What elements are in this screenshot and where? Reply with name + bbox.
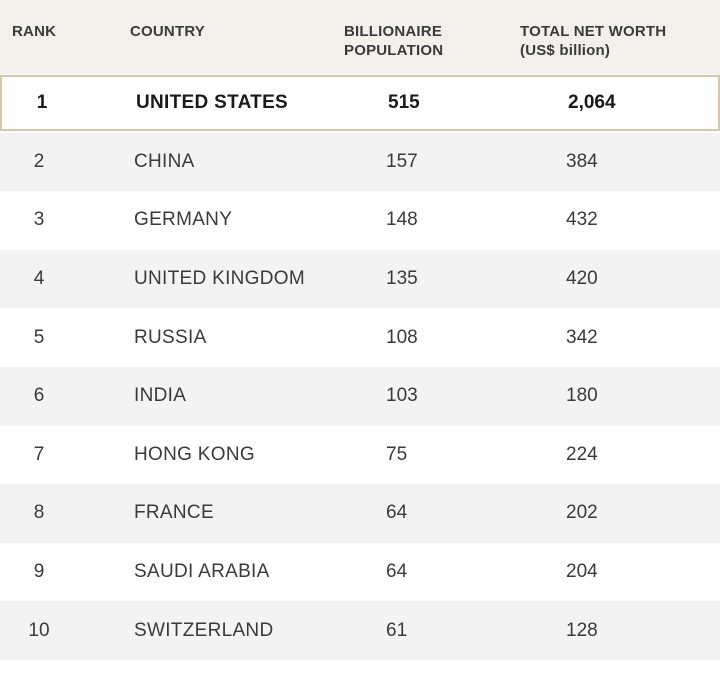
table-row: 2 CHINA 157 384 [0,132,720,192]
population-cell: 148 [386,209,418,231]
rank-cell: 4 [33,268,45,290]
population-cell: 135 [386,268,418,290]
population-cell: 64 [386,502,408,524]
country-cell: CHINA [134,150,195,172]
rank-cell: 6 [33,385,45,407]
country-cell: SWITZERLAND [134,619,274,641]
net-worth-cell: 202 [566,502,598,524]
net-worth-cell: 342 [566,326,598,348]
table-row: 5 RUSSIA 108 342 [0,308,720,367]
header-total-net-worth: TOTAL NET WORTH (US$ billion) [520,23,667,59]
net-worth-cell: 180 [566,385,598,407]
net-worth-cell: 128 [566,619,598,641]
rank-cell: 1 [36,92,48,113]
net-worth-cell: 204 [566,561,598,583]
country-cell: HONG KONG [134,443,255,465]
rank-cell: 10 [28,619,50,641]
table-row: 6 INDIA 103 180 [0,367,720,426]
country-cell: SAUDI ARABIA [134,561,270,583]
population-cell: 64 [386,561,408,583]
net-worth-cell: 432 [566,209,598,231]
net-worth-cell: 2,064 [568,92,616,113]
table-row: 4 UNITED KINGDOM 135 420 [0,249,720,309]
rank-cell: 5 [33,326,45,348]
country-cell: FRANCE [134,502,214,524]
net-worth-cell: 420 [566,268,598,290]
country-cell: UNITED STATES [136,92,289,113]
country-cell: INDIA [134,385,187,407]
header-billionaire-population: BILLIONAIRE POPULATION [344,23,444,59]
table-row: 3 GERMANY 148 432 [0,191,720,250]
table-row: 7 HONG KONG 75 224 [0,426,720,485]
population-cell: 515 [388,92,420,113]
table-row: 8 FRANCE 64 202 [0,484,720,543]
rank-cell: 7 [33,443,45,465]
header-rank: RANK [12,23,57,40]
net-worth-cell: 224 [566,443,598,465]
table-row: 9 SAUDI ARABIA 64 204 [0,543,720,602]
population-cell: 61 [386,619,408,641]
table-row: 1 UNITED STATES 515 2,064 [0,75,720,131]
table-header: RANK COUNTRY BILLIONAIRE POPULATION TOTA… [0,0,720,74]
net-worth-cell: 384 [566,150,598,172]
rank-cell: 9 [33,561,45,583]
rank-cell: 3 [33,209,45,231]
rank-cell: 2 [33,150,45,172]
population-cell: 157 [386,150,418,172]
country-cell: GERMANY [134,209,233,231]
population-cell: 103 [386,385,418,407]
population-cell: 75 [386,443,408,465]
country-cell: RUSSIA [134,326,207,348]
rank-cell: 8 [33,502,45,524]
population-cell: 108 [386,326,418,348]
table-row: 10 SWITZERLAND 61 128 [0,601,720,660]
country-cell: UNITED KINGDOM [134,268,305,290]
header-country: COUNTRY [130,23,206,40]
